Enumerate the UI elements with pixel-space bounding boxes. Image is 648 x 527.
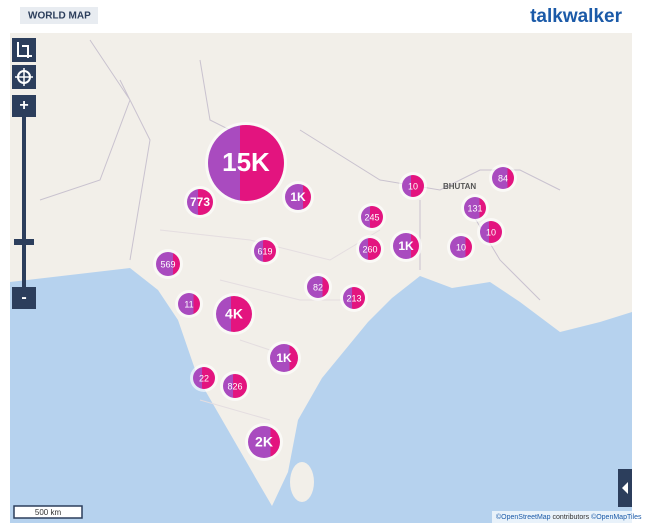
cluster-label: 213 [346, 293, 361, 303]
cluster-circle [208, 125, 284, 201]
attribution: ©OpenStreetMap contributors ©OpenMapTile… [496, 513, 642, 521]
crop-button[interactable] [12, 38, 36, 62]
cluster-label: 245 [364, 212, 379, 222]
cluster-circle [480, 221, 502, 243]
cluster-marker[interactable]: 1K [267, 341, 301, 375]
zoom-out-label: - [21, 289, 26, 306]
cluster-label: 10 [486, 227, 496, 237]
cluster-label: 4K [225, 306, 243, 322]
cluster-marker[interactable]: 82 [304, 273, 332, 301]
cluster-marker[interactable]: 213 [340, 284, 368, 312]
cluster-marker[interactable]: 131 [461, 194, 489, 222]
cluster-label: 1K [290, 190, 306, 204]
cluster-circle [464, 197, 486, 219]
cluster-circle [216, 296, 252, 332]
cluster-label: 569 [160, 259, 175, 269]
cluster-circle [285, 184, 311, 210]
widget-title: WORLD MAP [28, 11, 91, 22]
cluster-circle [450, 236, 472, 258]
cluster-circle [492, 167, 514, 189]
cluster-marker[interactable]: 619 [251, 237, 279, 265]
attribution-text: contributors [553, 514, 590, 521]
cluster-circle [187, 189, 213, 215]
zoom-out-button[interactable] [12, 287, 36, 309]
cluster-label: 619 [257, 246, 272, 256]
scale-bar [13, 505, 83, 519]
cluster-marker[interactable]: 260 [356, 235, 384, 263]
crop-icon [17, 42, 32, 58]
cluster-circle [178, 293, 200, 315]
cluster-circle [156, 252, 180, 276]
cluster-marker[interactable]: 1K [282, 181, 314, 213]
cluster-circle [193, 367, 215, 389]
cluster-marker[interactable]: 4K [213, 293, 255, 335]
osm-link[interactable]: ©OpenStreetMap [496, 513, 551, 521]
cluster-circle [307, 276, 329, 298]
cluster-circle [270, 344, 298, 372]
attribution-bg [492, 511, 632, 523]
cluster-circle [343, 287, 365, 309]
cluster-label: 826 [227, 381, 242, 391]
cluster-label: 260 [362, 244, 377, 254]
cluster-marker[interactable]: 15K [205, 122, 287, 204]
cluster-label: 131 [467, 203, 482, 213]
cluster-marker[interactable]: 22 [190, 364, 218, 392]
cluster-marker[interactable]: 569 [153, 249, 183, 279]
cluster-marker[interactable]: 10 [447, 233, 475, 261]
scale-label: 500 km [35, 508, 62, 517]
cluster-label: 22 [199, 373, 209, 383]
cluster-circle [361, 206, 383, 228]
cluster-label: 10 [456, 242, 466, 252]
cluster-circle [393, 233, 419, 259]
cluster-marker[interactable]: 2K [245, 423, 283, 461]
cluster-marker[interactable]: 10 [477, 218, 505, 246]
cluster-circle [254, 240, 276, 262]
cluster-label: 773 [190, 195, 210, 209]
cluster-circle [223, 374, 247, 398]
place-label: BHUTAN [443, 182, 476, 191]
cluster-circle [248, 426, 280, 458]
cluster-marker[interactable]: 10 [399, 172, 427, 200]
cluster-marker[interactable]: 84 [489, 164, 517, 192]
toggle-arrow [622, 482, 628, 494]
zoom-slider[interactable] [22, 117, 26, 287]
cluster-marker[interactable]: 11 [175, 290, 203, 318]
center-icon-cross [15, 68, 33, 86]
title-tab[interactable] [20, 7, 98, 24]
tiles-link[interactable]: ©OpenMapTiles [591, 513, 642, 521]
zoom-in-button[interactable] [12, 95, 36, 117]
cluster-marker[interactable]: 826 [220, 371, 250, 401]
cluster-label: 1K [276, 351, 292, 365]
cluster-marker[interactable]: 245 [358, 203, 386, 231]
cluster-marker[interactable]: 1K [390, 230, 422, 262]
cluster-label: 10 [408, 181, 418, 191]
logo: talkwalker [530, 6, 622, 27]
cluster-label: 11 [184, 299, 193, 309]
cluster-label: 84 [498, 173, 508, 183]
cluster-circle [359, 238, 381, 260]
zoom-handle[interactable] [14, 239, 34, 245]
cluster-marker[interactable]: 773 [184, 186, 216, 218]
cluster-circle [402, 175, 424, 197]
cluster-label: 1K [398, 239, 414, 253]
map-controls: + - [12, 38, 632, 507]
cluster-label: 82 [313, 282, 323, 292]
cluster-label: 2K [255, 434, 273, 450]
zoom-in-label: + [19, 97, 28, 114]
cluster-label: 15K [222, 147, 270, 177]
